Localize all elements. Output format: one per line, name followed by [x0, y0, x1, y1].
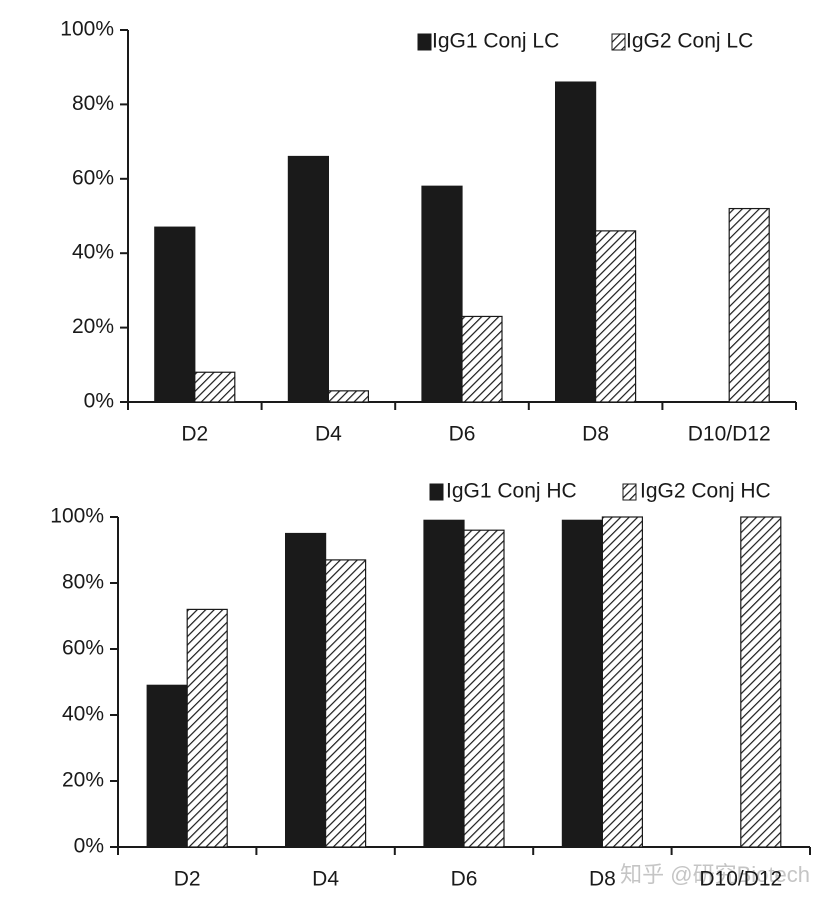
x-tick-label: D4: [312, 868, 339, 891]
x-tick-label: D10/D12: [699, 868, 782, 891]
bar: [728, 207, 770, 403]
x-tick-label: D4: [315, 423, 342, 446]
bar: [287, 155, 329, 403]
y-tick-label: 100%: [60, 18, 114, 41]
watermark: 知乎 @研究Biotech: [620, 862, 810, 887]
legend-swatch: [622, 483, 637, 501]
bar: [154, 226, 196, 403]
y-tick-label: 60%: [72, 166, 114, 189]
y-tick-label: 0%: [74, 835, 104, 858]
x-tick-label: D6: [451, 868, 478, 891]
x-tick-label: D8: [582, 423, 609, 446]
bar: [561, 519, 604, 848]
bar: [601, 516, 644, 848]
legend-swatch: [611, 33, 626, 51]
bar: [325, 559, 367, 848]
bar: [285, 532, 327, 848]
legend-swatch: [417, 33, 432, 51]
bar: [554, 81, 597, 403]
legend-label: IgG2 Conj LC: [626, 30, 753, 53]
bar: [186, 608, 228, 848]
legend-swatch: [429, 483, 444, 501]
y-tick-label: 0%: [84, 390, 114, 413]
bar: [740, 516, 782, 848]
x-tick-label: D2: [181, 423, 208, 446]
legend-label: IgG1 Conj HC: [446, 480, 577, 503]
x-tick-label: D8: [589, 868, 616, 891]
y-tick-label: 100%: [50, 505, 104, 528]
bar: [421, 185, 463, 403]
x-tick-label: D10/D12: [688, 423, 771, 446]
y-tick-label: 60%: [62, 637, 104, 660]
y-tick-label: 80%: [72, 92, 114, 115]
y-tick-label: 20%: [62, 769, 104, 792]
bar: [463, 529, 505, 848]
bar: [594, 230, 637, 403]
bar: [146, 684, 188, 848]
bar: [423, 519, 465, 848]
x-tick-label: D2: [174, 868, 201, 891]
y-tick-label: 40%: [62, 703, 104, 726]
bar: [327, 390, 369, 403]
y-tick-label: 80%: [62, 571, 104, 594]
bar: [194, 371, 236, 403]
bar: [461, 315, 503, 403]
legend-label: IgG2 Conj HC: [640, 480, 771, 503]
y-tick-label: 20%: [72, 315, 114, 338]
y-tick-label: 40%: [72, 241, 114, 264]
legend-label: IgG1 Conj LC: [432, 30, 559, 53]
x-tick-label: D6: [449, 423, 476, 446]
